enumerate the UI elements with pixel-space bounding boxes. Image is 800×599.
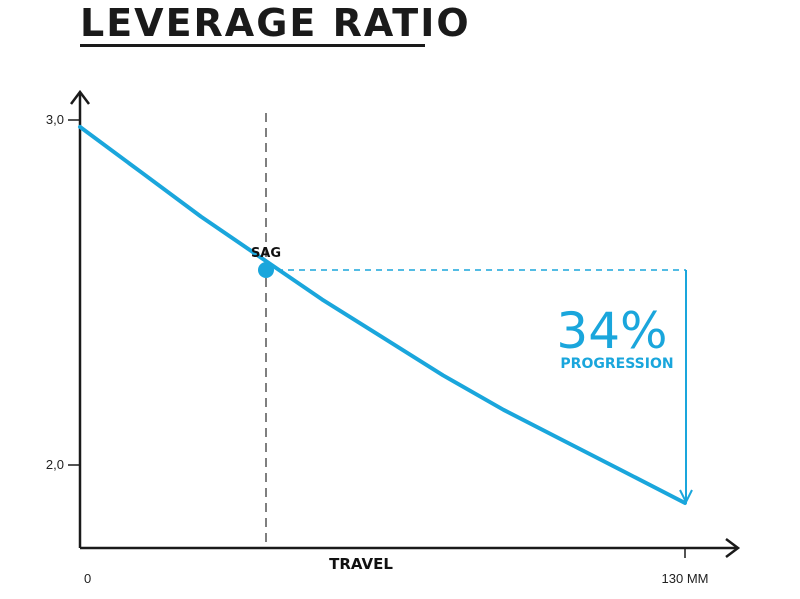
progression-value: 34%	[556, 302, 667, 360]
y-tick-label: 2,0	[46, 457, 64, 472]
sag-label: SAG	[251, 246, 281, 261]
x-tick-label: 130 MM	[662, 571, 709, 586]
x-axis-title: TRAVEL	[329, 555, 393, 573]
x-axis-arrow	[725, 538, 741, 558]
progression-label: PROGRESSION	[560, 356, 673, 372]
sag-point	[258, 262, 274, 278]
x-tick-label: 0	[84, 571, 91, 586]
leverage-ratio-line	[78, 124, 687, 505]
title-underline	[80, 44, 425, 47]
progression-arrow-head	[679, 489, 693, 505]
y-axis-arrow	[70, 89, 90, 105]
chart-title: LEVERAGE RATIO	[80, 1, 471, 45]
y-tick-label: 3,0	[46, 112, 64, 127]
